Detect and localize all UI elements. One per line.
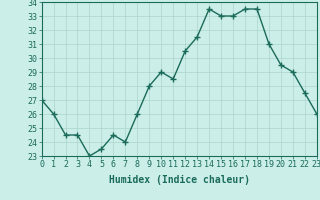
X-axis label: Humidex (Indice chaleur): Humidex (Indice chaleur): [109, 175, 250, 185]
